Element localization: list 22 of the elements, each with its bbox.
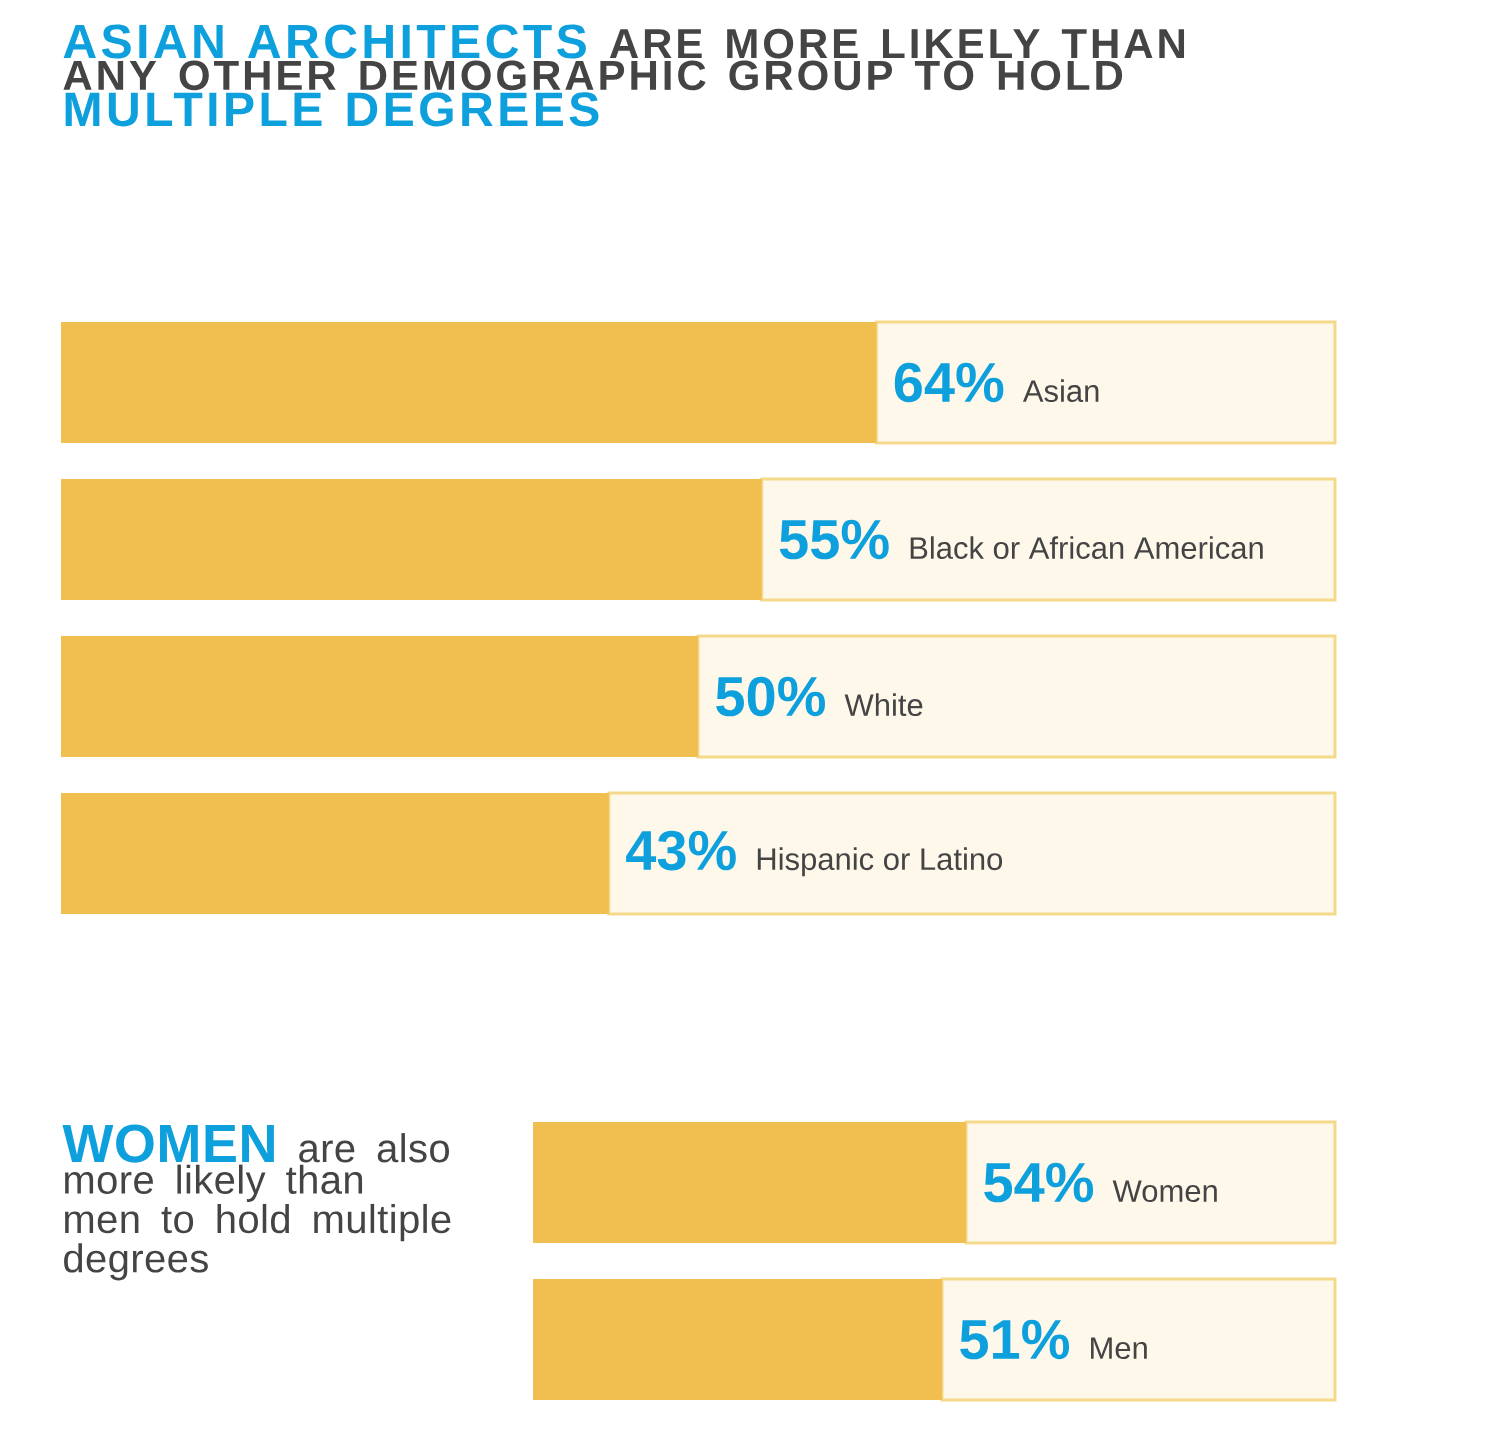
data-label: 50% [716, 676, 825, 717]
y-tick-label: Black or African American [910, 536, 1263, 560]
data-label: 43% [626, 830, 736, 871]
bar [874, 320, 1337, 445]
bar [61, 322, 877, 443]
y-tick-label: Women [1112, 1180, 1217, 1203]
bar [61, 636, 698, 757]
bar [61, 793, 609, 914]
bar [696, 634, 1337, 759]
text: WOMEN are also more likely than men to hold multiple degrees [62, 1124, 451, 1281]
bar [61, 479, 762, 600]
y-tick-label: Hispanic or Latino [757, 847, 1003, 877]
y-tick-label: Asian [1022, 379, 1099, 403]
data-label: 55% [779, 519, 889, 560]
data-label: 51% [960, 1319, 1069, 1360]
chart-title: ASIAN ARCHITECTS ARE MORE LIKELY THAN ANY OTHER DEMOGRAPHIC GROUP TO HOLD MULTIPLE DEGREES [63, 24, 1185, 127]
data-label: 64% [894, 362, 1004, 403]
y-tick-label: Men [1091, 1337, 1147, 1360]
data-label: 54% [984, 1162, 1094, 1203]
y-tick-label: White [844, 693, 923, 717]
bar [607, 791, 1337, 916]
bar [760, 477, 1337, 602]
